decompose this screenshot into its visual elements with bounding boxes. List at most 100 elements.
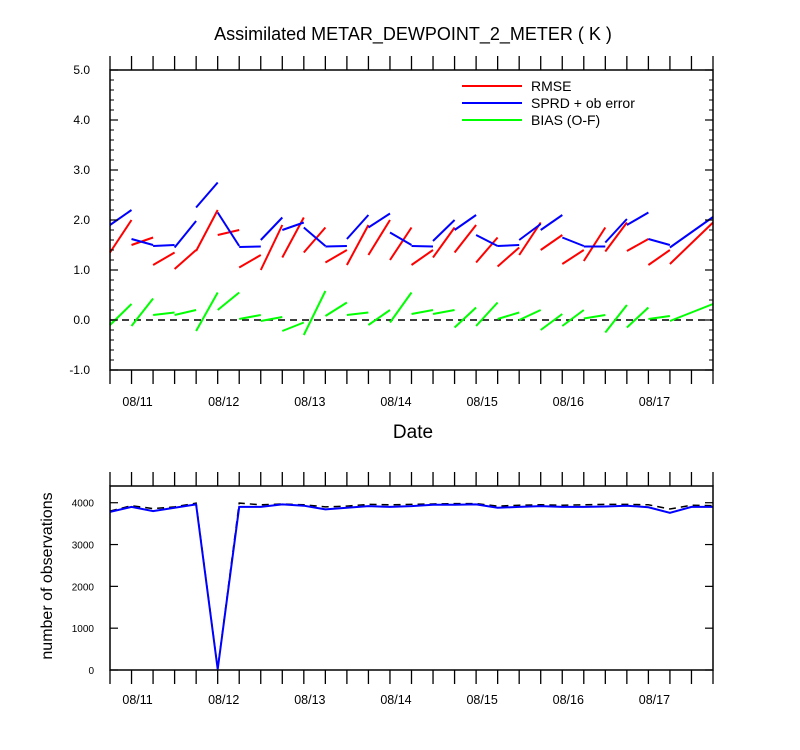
rmse-segment xyxy=(561,249,585,265)
y-axis-label-observations: number of observations xyxy=(39,492,56,659)
x-tick-label: 08/16 xyxy=(553,395,584,409)
rmse-segment xyxy=(518,221,542,256)
bias-o-f-segment xyxy=(411,309,434,315)
x-tick-label: 08/12 xyxy=(208,693,239,707)
rmse-segment xyxy=(152,251,176,266)
sprd-ob-error-segment xyxy=(540,214,563,231)
observations-possible-line xyxy=(109,502,714,669)
rmse-segment xyxy=(109,219,133,254)
rmse-segment xyxy=(173,249,197,270)
sprd-ob-error-segment xyxy=(497,244,520,247)
sprd-ob-error-segment xyxy=(432,219,456,242)
sprd-ob-error-segment xyxy=(216,211,241,247)
rmse-segment xyxy=(410,249,434,266)
sprd-ob-error-segment xyxy=(475,234,499,247)
rmse-segment xyxy=(540,234,563,251)
rmse-segment xyxy=(346,224,370,266)
top-plot-series xyxy=(109,181,714,336)
bias-o-f-segment xyxy=(561,309,585,327)
y-tick-label: 2000 xyxy=(72,582,95,593)
x-tick-label: 08/12 xyxy=(208,395,239,409)
rmse-segment xyxy=(259,224,284,271)
sprd-ob-error-segment xyxy=(173,220,197,249)
bias-o-f-segment xyxy=(217,291,240,311)
bottom-plot-panel: 0 1000 2000 3000 4000 08/11 08/12 08/13 08/14 08/… xyxy=(72,472,714,707)
sprd-ob-error-segment xyxy=(260,216,284,241)
rmse-segment xyxy=(626,238,649,252)
sprd-ob-error-segment xyxy=(109,209,133,226)
y-tick-label: 0.0 xyxy=(73,313,90,327)
rmse-segment xyxy=(324,249,348,264)
legend-label: BIAS (O-F) xyxy=(531,112,600,128)
sprd-ob-error-segment xyxy=(346,214,370,240)
x-axis-label: Date xyxy=(393,422,433,443)
bias-o-f-segment xyxy=(583,314,606,320)
bias-o-f-segment xyxy=(109,303,133,326)
bias-o-f-segment xyxy=(518,309,542,321)
y-tick-label: 5.0 xyxy=(73,63,90,77)
legend-label: SPRD + ob error xyxy=(531,95,635,111)
chart-title: Assimilated METAR_DEWPOINT_2_METER ( K ) xyxy=(214,24,612,45)
y-tick-label: 0 xyxy=(88,666,94,677)
rmse-segment xyxy=(604,221,628,253)
y-tick-label: 3.0 xyxy=(73,163,90,177)
sprd-ob-error-segment xyxy=(131,238,154,246)
bias-o-f-segment xyxy=(346,311,369,316)
sprd-ob-error-segment xyxy=(325,245,347,248)
rmse-segment xyxy=(647,249,671,266)
y-tick-label: 4.0 xyxy=(73,113,90,127)
sprd-ob-error-segment xyxy=(303,226,327,247)
bias-o-f-segment xyxy=(540,313,563,331)
sprd-ob-error-segment xyxy=(648,238,671,246)
bias-o-f-segment xyxy=(302,290,327,336)
x-tick-label: 08/11 xyxy=(122,395,152,409)
sprd-ob-error-segment xyxy=(669,216,714,249)
sprd-ob-error-segment xyxy=(239,245,261,248)
x-tick-label: 08/14 xyxy=(380,693,411,707)
rmse-segment xyxy=(367,219,391,256)
rmse-segment xyxy=(582,226,607,262)
bias-o-f-segment xyxy=(195,292,219,332)
bias-o-f-segment xyxy=(648,315,671,320)
bottom-plot-frame xyxy=(109,485,714,671)
bias-o-f-segment xyxy=(669,303,714,322)
y-tick-label: 1000 xyxy=(72,624,95,635)
sprd-ob-error-segment xyxy=(561,236,585,247)
bias-o-f-segment xyxy=(281,321,305,332)
bias-o-f-segment xyxy=(626,306,650,329)
rmse-segment xyxy=(453,224,477,254)
x-tick-label: 08/16 xyxy=(553,693,584,707)
sprd-ob-error-segment xyxy=(626,211,649,226)
y-tick-label: 2.0 xyxy=(73,213,90,227)
x-tick-label: 08/11 xyxy=(122,693,152,707)
bias-o-f-segment xyxy=(239,314,261,320)
bias-o-f-segment xyxy=(475,301,499,327)
sprd-ob-error-segment xyxy=(389,231,413,246)
x-tick-label: 08/14 xyxy=(380,395,411,409)
x-tick-label: 08/17 xyxy=(639,693,670,707)
bias-o-f-segment xyxy=(130,297,154,327)
y-tick-label: 3000 xyxy=(72,541,95,552)
rmse-segment xyxy=(389,226,413,261)
sprd-ob-error-segment xyxy=(411,245,434,248)
observations-assimilated-line xyxy=(109,503,713,670)
bias-o-f-segment xyxy=(432,309,455,315)
rmse-segment xyxy=(195,209,219,252)
x-tick-label: 08/13 xyxy=(294,395,325,409)
sprd-ob-error-segment xyxy=(281,221,305,231)
bottom-plot-ticks: 0 1000 2000 3000 4000 08/11 08/12 08/13 08/14 08/… xyxy=(72,472,714,707)
rmse-segment xyxy=(238,254,262,269)
y-tick-label: -1.0 xyxy=(69,363,90,377)
bias-o-f-segment xyxy=(453,306,477,329)
rmse-segment xyxy=(432,226,456,259)
rmse-segment xyxy=(496,246,520,268)
sprd-ob-error-segment xyxy=(195,181,219,209)
bias-o-f-segment xyxy=(497,311,520,320)
legend-label: RMSE xyxy=(531,78,571,94)
x-tick-label: 08/17 xyxy=(639,395,670,409)
rmse-segment xyxy=(217,229,240,236)
bias-o-f-segment xyxy=(324,301,348,317)
x-tick-label: 08/13 xyxy=(294,693,325,707)
